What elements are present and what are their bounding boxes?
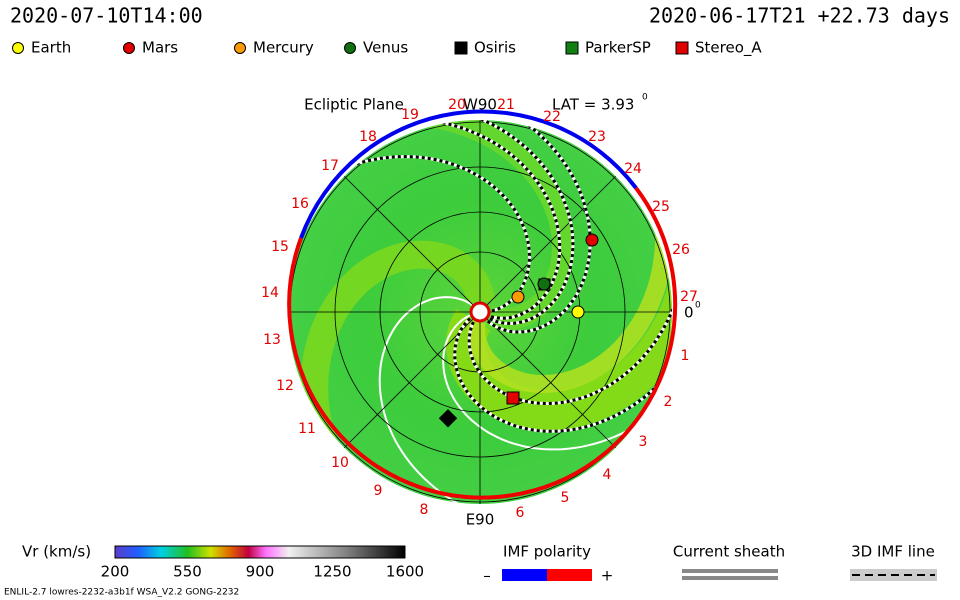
mars [585, 233, 599, 247]
markers [438, 233, 599, 428]
plot-title: Ecliptic Plane [304, 96, 404, 114]
imf3d-title: 3D IMF line [851, 543, 935, 561]
legend-swatch [123, 42, 135, 54]
colorbar-tick: 1600 [386, 563, 424, 581]
carrington-label: 14 [261, 285, 279, 301]
carrington-label: 13 [263, 332, 281, 348]
carrington-label: 24 [624, 161, 642, 177]
imf-line [467, 120, 672, 406]
colorbar-tick: 1250 [313, 563, 351, 581]
e90: E90 [466, 511, 495, 529]
carrington-label: 20 [448, 97, 466, 113]
carrington-label: 8 [420, 502, 429, 518]
legend-swatch [12, 42, 24, 54]
colorbar-label: Vr (km/s) [22, 543, 91, 561]
colorbar-ticks: 200 550 900 1250 1600 [101, 563, 424, 581]
legend-label: Venus [363, 39, 408, 57]
legend-swatch [344, 42, 356, 54]
legend-swatch [565, 41, 579, 55]
mercury [511, 290, 525, 304]
carrington-label: 21 [497, 97, 515, 113]
speed-band [288, 120, 575, 331]
legend-swatch [454, 41, 468, 55]
carrington-label: 19 [401, 107, 419, 123]
osiris [438, 409, 458, 428]
imf-line [288, 155, 532, 326]
colorbar [114, 545, 406, 559]
w90: W90 [463, 96, 497, 114]
legend-swatch [675, 41, 689, 55]
sheath [442, 271, 672, 451]
carrington-label: 12 [276, 378, 294, 394]
carrington-label: 17 [321, 158, 339, 174]
legend-label: Mercury [253, 39, 314, 57]
venus [537, 277, 551, 291]
footer: ENLIL-2.7 lowres-2232-a3b1f WSA_V2.2 GON… [4, 588, 239, 598]
carrington-label: 26 [672, 242, 690, 258]
legend: Earth Mars Mercury Venus Osiris ParkerSP Stere… [12, 39, 762, 58]
carrington-label: 16 [291, 196, 309, 212]
imf-line [311, 120, 592, 334]
time-right: 2020-06-17T21 +22.73 days [649, 4, 950, 28]
carrington-label: 10 [331, 455, 349, 471]
carrington-label: 11 [298, 421, 316, 437]
imf-title: IMF polarity [503, 543, 591, 561]
earth [571, 305, 585, 319]
imf-minus: – [483, 567, 491, 585]
imf-line [453, 172, 672, 433]
time-left: 2020-07-10T14:00 [10, 4, 203, 28]
lat-sup: 0 [642, 93, 648, 103]
carrington-label: 9 [374, 483, 383, 499]
carrington-label: 6 [516, 505, 525, 521]
carrington-label: 5 [561, 490, 570, 506]
legend-label: Osiris [474, 39, 516, 57]
carrington-label: 3 [639, 434, 648, 450]
legend-label: Stereo_A [695, 39, 762, 58]
carrington-label: 1 [681, 348, 690, 364]
legend-swatch [234, 42, 246, 54]
legend-label: Mars [142, 39, 178, 57]
stereo-a [506, 391, 520, 405]
carrington-label: 15 [271, 239, 289, 255]
carrington-label: 22 [543, 109, 561, 125]
boundary-neg [299, 109, 638, 239]
imf-plus: + [601, 567, 614, 585]
legend-label: ParkerSP [585, 39, 651, 57]
right-sup: 0 [695, 301, 701, 311]
carrington-label: 2 [664, 394, 673, 410]
imf-neg [502, 569, 547, 581]
carrington-label: 27 [680, 289, 698, 305]
colorbar-tick: 900 [246, 563, 275, 581]
carrington-label: 23 [588, 129, 606, 145]
boundary-pos [287, 186, 678, 500]
sun [469, 301, 491, 323]
colorbar-tick: 200 [101, 563, 130, 581]
lat-label: LAT = 3.93 [552, 96, 634, 114]
imf-line [288, 120, 562, 320]
carrington-label: 18 [359, 129, 377, 145]
right-label: 0 [684, 304, 694, 322]
carrington-label: 4 [603, 467, 612, 483]
sheath [378, 296, 643, 504]
imf-pos [547, 569, 592, 581]
imf-line [288, 120, 575, 325]
sheath-title: Current sheath [673, 543, 785, 561]
legend-label: Earth [31, 39, 71, 57]
colorbar-tick: 550 [173, 563, 202, 581]
carrington-label: 25 [652, 199, 670, 215]
